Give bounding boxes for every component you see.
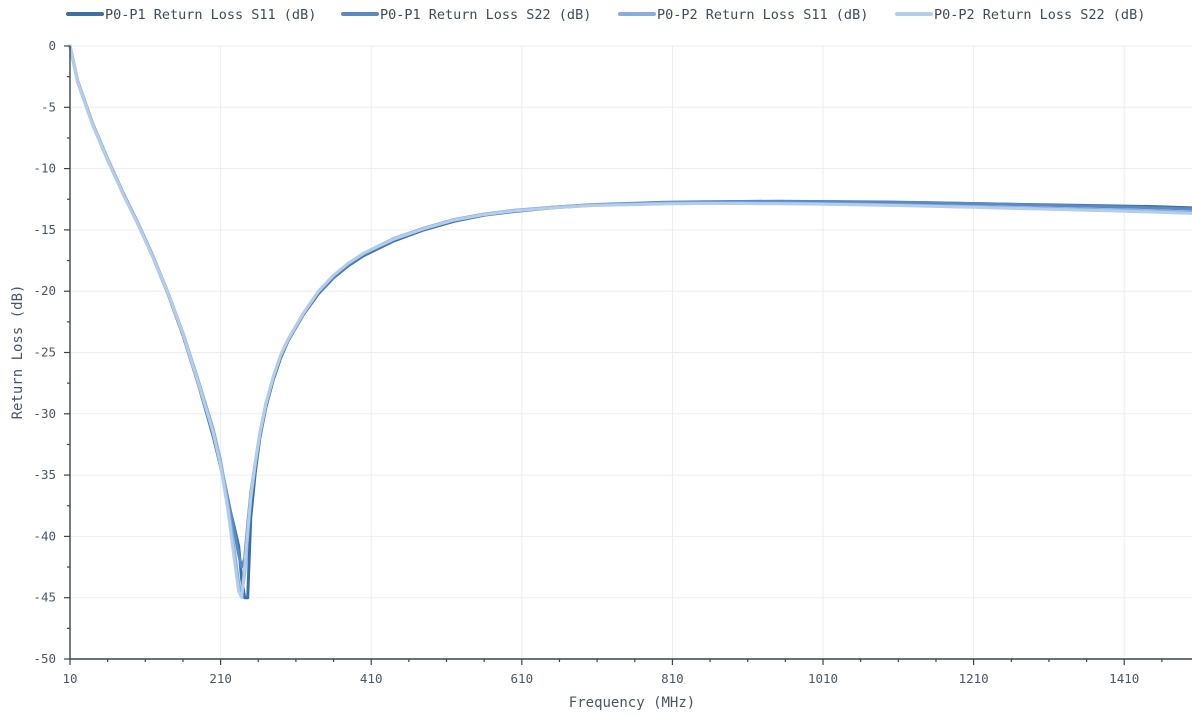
x-tick-label: 810	[661, 671, 684, 686]
y-tick-label: -15	[33, 222, 56, 237]
series-line-2	[68, 44, 1192, 569]
x-tick-label: 1410	[1109, 671, 1139, 686]
legend-label: P0-P2 Return Loss S22 (dB)	[934, 7, 1145, 23]
x-tick-label: 410	[360, 671, 383, 686]
y-axis-title: Return Loss (dB)	[10, 285, 26, 420]
x-tick-label: 10	[62, 671, 77, 686]
grid	[70, 45, 1192, 659]
y-tick-label: -10	[33, 161, 56, 176]
series-line-4	[68, 44, 1192, 600]
y-tick-label: -5	[41, 99, 56, 114]
series-line-3	[68, 44, 1192, 597]
x-tick-label: 210	[209, 671, 232, 686]
legend-label: P0-P1 Return Loss S22 (dB)	[380, 7, 591, 23]
y-tick-label: -30	[33, 406, 56, 421]
legend-item-3: P0-P2 Return Loss S11 (dB)	[618, 7, 868, 23]
legend: P0-P1 Return Loss S11 (dB) P0-P1 Return L…	[66, 7, 1145, 23]
ticks: 0 -5 -10 -15 -20 -25 -30 -35 -40 -45 -50 10 210 410 61…	[33, 38, 1163, 686]
legend-label: P0-P2 Return Loss S11 (dB)	[657, 7, 868, 23]
x-tick-label: 610	[511, 671, 534, 686]
legend-label: P0-P1 Return Loss S11 (dB)	[105, 7, 316, 23]
y-tick-label: -25	[33, 345, 56, 360]
y-tick-label: -50	[33, 651, 56, 666]
y-tick-label: -40	[33, 528, 56, 543]
y-tick-label: -45	[33, 590, 56, 605]
x-axis-title: Frequency (MHz)	[569, 695, 695, 711]
y-tick-label: 0	[48, 38, 56, 53]
x-tick-label: 1210	[959, 671, 989, 686]
legend-item-2: P0-P1 Return Loss S22 (dB)	[341, 7, 591, 23]
y-tick-label: -20	[33, 283, 56, 298]
series-line-1	[68, 44, 1192, 600]
x-tick-label: 1010	[808, 671, 838, 686]
y-tick-label: -35	[33, 467, 56, 482]
plot-area	[68, 44, 1192, 600]
legend-item-1: P0-P1 Return Loss S11 (dB)	[66, 7, 316, 23]
legend-item-4: P0-P2 Return Loss S22 (dB)	[895, 7, 1145, 23]
